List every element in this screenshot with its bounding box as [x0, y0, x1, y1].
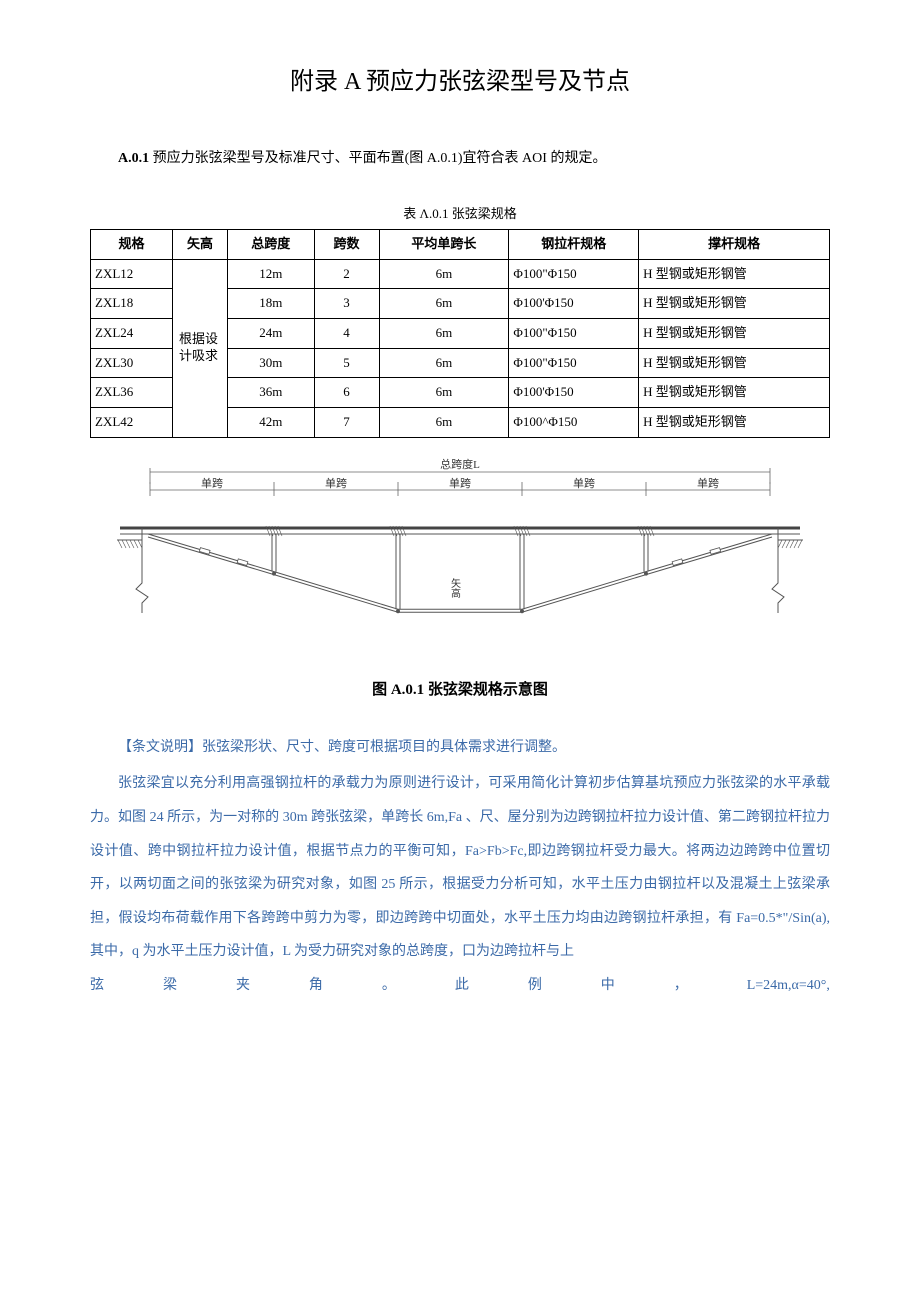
table-header-row: 规格 矢高 总跨度 跨数 平均单跨长 钢拉杆规格 撑杆规格 — [91, 229, 830, 259]
table-row: ZXL12根据设计吸求12m26mΦ100"Φ150H 型钢或矩形钢管 — [91, 259, 830, 289]
table-caption: 表 Λ.0.1 张弦梁规格 — [90, 202, 830, 227]
th-rod: 钢拉杆规格 — [509, 229, 639, 259]
cell-avg: 6m — [379, 318, 509, 348]
cell-count: 3 — [314, 289, 379, 319]
th-span: 总跨度 — [228, 229, 315, 259]
cell-rod: Φ100'Φ150 — [509, 289, 639, 319]
cell-span: 36m — [228, 378, 315, 408]
cell-span: 30m — [228, 348, 315, 378]
th-spec: 规格 — [91, 229, 173, 259]
beam-diagram: 总跨度L 单跨 单跨 单跨 单跨 单跨矢高 — [90, 458, 830, 669]
cell-span: 12m — [228, 259, 315, 289]
th-count: 跨数 — [314, 229, 379, 259]
th-avg: 平均单跨长 — [379, 229, 509, 259]
justify-token: 。 — [382, 969, 396, 1003]
cell-rod: Φ100^Φ150 — [509, 408, 639, 438]
svg-text:总跨度L: 总跨度L — [440, 458, 480, 471]
cell-rod: Φ100"Φ150 — [509, 348, 639, 378]
svg-text:单跨: 单跨 — [697, 477, 719, 490]
justify-token: 例 — [528, 969, 542, 1003]
svg-text:单跨: 单跨 — [325, 477, 347, 490]
cell-spec: ZXL18 — [91, 289, 173, 319]
cell-spec: ZXL12 — [91, 259, 173, 289]
cell-strut: H 型钢或矩形钢管 — [639, 408, 830, 438]
page-title: 附录 A 预应力张弦梁型号及节点 — [90, 60, 830, 106]
justify-token: 中 — [601, 969, 615, 1003]
cell-avg: 6m — [379, 259, 509, 289]
cell-spec: ZXL36 — [91, 378, 173, 408]
justify-token: 弦 — [90, 969, 104, 1003]
svg-text:矢高: 矢高 — [449, 576, 461, 598]
cell-strut: H 型钢或矩形钢管 — [639, 318, 830, 348]
cell-spec: ZXL24 — [91, 318, 173, 348]
justify-token: 夹 — [236, 969, 250, 1003]
figure-caption: 图 A.0.1 张弦梁规格示意图 — [90, 676, 830, 705]
cell-yaogao-merged: 根据设计吸求 — [173, 259, 228, 437]
beam-svg: 总跨度L 单跨 单跨 单跨 单跨 单跨矢高 — [110, 458, 810, 658]
cell-count: 2 — [314, 259, 379, 289]
cell-spec: ZXL30 — [91, 348, 173, 378]
cell-rod: Φ100"Φ150 — [509, 259, 639, 289]
cell-span: 24m — [228, 318, 315, 348]
section-a01: A.0.1 预应力张弦梁型号及标准尺寸、平面布置(图 A.0.1)宜符合表 AO… — [90, 146, 830, 173]
cell-strut: H 型钢或矩形钢管 — [639, 289, 830, 319]
svg-text:单跨: 单跨 — [201, 477, 223, 490]
cell-strut: H 型钢或矩形钢管 — [639, 378, 830, 408]
cell-rod: Φ100'Φ150 — [509, 378, 639, 408]
cell-span: 42m — [228, 408, 315, 438]
spec-table: 规格 矢高 总跨度 跨数 平均单跨长 钢拉杆规格 撑杆规格 ZXL12根据设计吸… — [90, 229, 830, 438]
justify-token: L=24m,α=40°, — [747, 969, 830, 1003]
body-paragraph-1: 张弦梁宜以充分利用高强钢拉杆的承载力为原则进行设计，可采用简化计算初步估算基坑预… — [90, 767, 830, 969]
section-a01-text: 预应力张弦梁型号及标准尺寸、平面布置(图 A.0.1)宜符合表 AOI 的规定。 — [153, 151, 607, 166]
svg-text:单跨: 单跨 — [573, 477, 595, 490]
cell-rod: Φ100"Φ150 — [509, 318, 639, 348]
cell-avg: 6m — [379, 378, 509, 408]
body-paragraph-2: 弦 梁 夹 角 。 此 例 中 ， L=24m,α=40°, — [90, 969, 830, 1003]
justify-token: ， — [674, 969, 688, 1003]
justify-token: 角 — [309, 969, 323, 1003]
cell-strut: H 型钢或矩形钢管 — [639, 259, 830, 289]
svg-text:单跨: 单跨 — [449, 477, 471, 490]
cell-avg: 6m — [379, 348, 509, 378]
cell-count: 4 — [314, 318, 379, 348]
cell-strut: H 型钢或矩形钢管 — [639, 348, 830, 378]
th-strut: 撑杆规格 — [639, 229, 830, 259]
cell-spec: ZXL42 — [91, 408, 173, 438]
th-yaogao: 矢高 — [173, 229, 228, 259]
cell-count: 6 — [314, 378, 379, 408]
cell-span: 18m — [228, 289, 315, 319]
cell-avg: 6m — [379, 408, 509, 438]
explanatory-note: 【条文说明】张弦梁形状、尺寸、跨度可根据项目的具体需求进行调整。 — [90, 735, 830, 762]
section-a01-label: A.0.1 — [118, 151, 149, 166]
cell-count: 7 — [314, 408, 379, 438]
justify-token: 此 — [455, 969, 469, 1003]
cell-count: 5 — [314, 348, 379, 378]
cell-avg: 6m — [379, 289, 509, 319]
justify-token: 梁 — [163, 969, 177, 1003]
